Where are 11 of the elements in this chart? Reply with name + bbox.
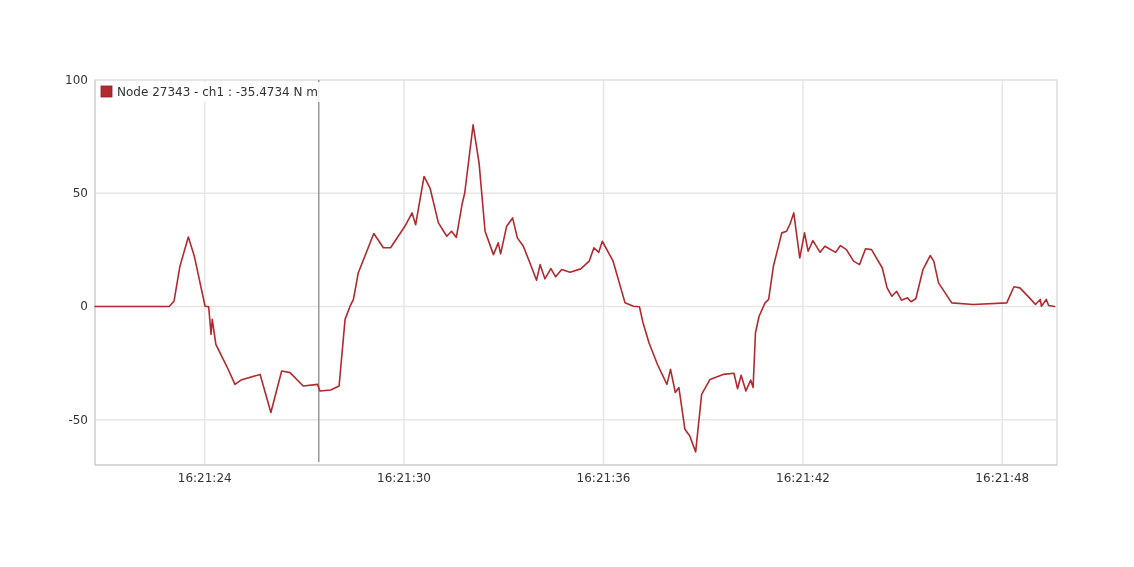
x-tick-label: 16:21:36 — [576, 471, 631, 485]
x-tick-label: 16:21:24 — [177, 471, 232, 485]
y-tick-label: 100 — [65, 73, 88, 87]
legend-label: Node 27343 - ch1 : -35.4734 N m — [117, 85, 319, 99]
x-tick-label: 16:21:30 — [377, 471, 432, 485]
y-tick-label: 50 — [72, 186, 88, 201]
line-series — [94, 124, 1056, 453]
x-tick-label: 16:21:42 — [776, 471, 830, 485]
y-tick-label: 0 — [80, 299, 88, 314]
x-tick-label: 16:21:48 — [975, 471, 1030, 485]
y-tick-label: -50 — [68, 412, 88, 427]
